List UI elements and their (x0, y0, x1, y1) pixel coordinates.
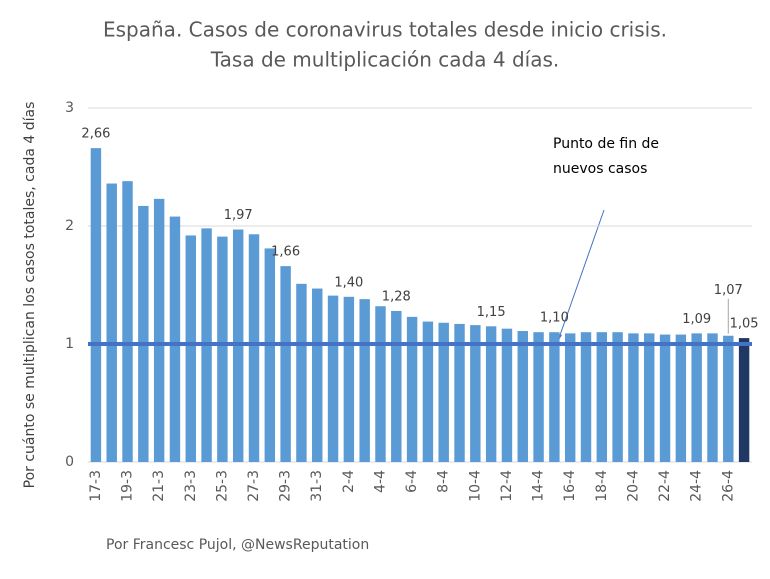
x-tick-label: 23-3 (183, 470, 199, 502)
bar (438, 322, 449, 462)
y-tick-label: 0 (65, 454, 74, 470)
bar (296, 283, 307, 462)
value-label: 2,66 (81, 127, 110, 142)
bar (723, 335, 734, 462)
x-tick-label: 22-4 (657, 470, 673, 502)
x-tick-label: 26-4 (720, 470, 736, 502)
x-tick-label: 14-4 (531, 470, 547, 502)
x-tick-label: 24-4 (689, 470, 705, 502)
chart-title: Tasa de multiplicación cada 4 días. (210, 48, 559, 72)
x-tick-label: 4-4 (372, 470, 388, 493)
y-tick-label: 2 (65, 218, 74, 234)
value-label: 1,40 (334, 275, 363, 290)
bar (612, 332, 623, 462)
x-tick-label: 21-3 (151, 470, 167, 502)
bar (517, 331, 528, 462)
bar (138, 205, 149, 462)
bar (675, 334, 687, 462)
x-tick-label: 18-4 (594, 470, 610, 502)
bar (564, 333, 576, 462)
value-label: 1,28 (382, 289, 411, 304)
bar (738, 338, 750, 462)
x-tick-label: 19-3 (120, 470, 136, 502)
x-tick-label: 20-4 (625, 470, 641, 502)
bar (343, 296, 355, 462)
annotation-arrow (558, 209, 605, 339)
bar (153, 198, 165, 463)
value-label: 1,05 (730, 317, 759, 332)
bar (327, 295, 339, 462)
chart-title: España. Casos de coronavirus totales des… (103, 18, 667, 42)
x-tick-label: 31-3 (309, 470, 325, 502)
x-tick-label: 16-4 (562, 470, 578, 502)
value-label: 1,66 (271, 245, 300, 260)
bar (90, 148, 102, 462)
bar (596, 332, 608, 462)
x-tick-label: 17-3 (88, 470, 104, 502)
footer: Por Francesc Pujol, @NewsReputation (106, 537, 369, 553)
bar (248, 234, 260, 462)
bar (659, 334, 671, 462)
y-axis-label: Por cuánto se multiplican los casos tota… (22, 102, 38, 489)
value-label: 1,10 (540, 311, 569, 326)
value-label: 1,07 (714, 283, 743, 298)
x-tick-label: 29-3 (278, 470, 294, 502)
bar (485, 326, 497, 462)
x-tick-label: 2-4 (341, 470, 357, 493)
bar (280, 266, 291, 462)
bar (644, 333, 655, 462)
x-tick-label: 8-4 (436, 470, 452, 493)
x-tick-label: 10-4 (467, 470, 483, 502)
bar (501, 328, 513, 462)
bar (312, 288, 323, 462)
bar (628, 333, 639, 462)
x-tick-label: 25-3 (214, 470, 230, 502)
x-tick-label: 12-4 (499, 470, 515, 502)
value-label: 1,09 (682, 312, 711, 327)
y-tick-label: 1 (65, 336, 74, 352)
bar (391, 310, 402, 462)
y-tick-label: 3 (65, 100, 74, 116)
value-label: 1,15 (477, 305, 506, 320)
bar (359, 299, 370, 462)
bar (122, 181, 133, 462)
bar (106, 183, 117, 462)
bar (406, 316, 418, 462)
bar (422, 321, 434, 462)
x-tick-label: 6-4 (404, 470, 420, 493)
bar (707, 333, 718, 462)
annotation: nuevos casos (553, 161, 647, 177)
bar (217, 236, 228, 462)
bar (549, 332, 560, 462)
bar (264, 248, 276, 462)
bar (185, 235, 196, 462)
annotation: Punto de fin de (553, 136, 659, 152)
bar (375, 306, 386, 462)
bar (169, 216, 181, 462)
bar (454, 323, 465, 462)
x-tick-label: 27-3 (246, 470, 262, 502)
bar (470, 325, 481, 462)
bar (691, 333, 702, 462)
bar (533, 332, 544, 462)
value-label: 1,97 (224, 208, 253, 223)
bar (580, 332, 592, 462)
